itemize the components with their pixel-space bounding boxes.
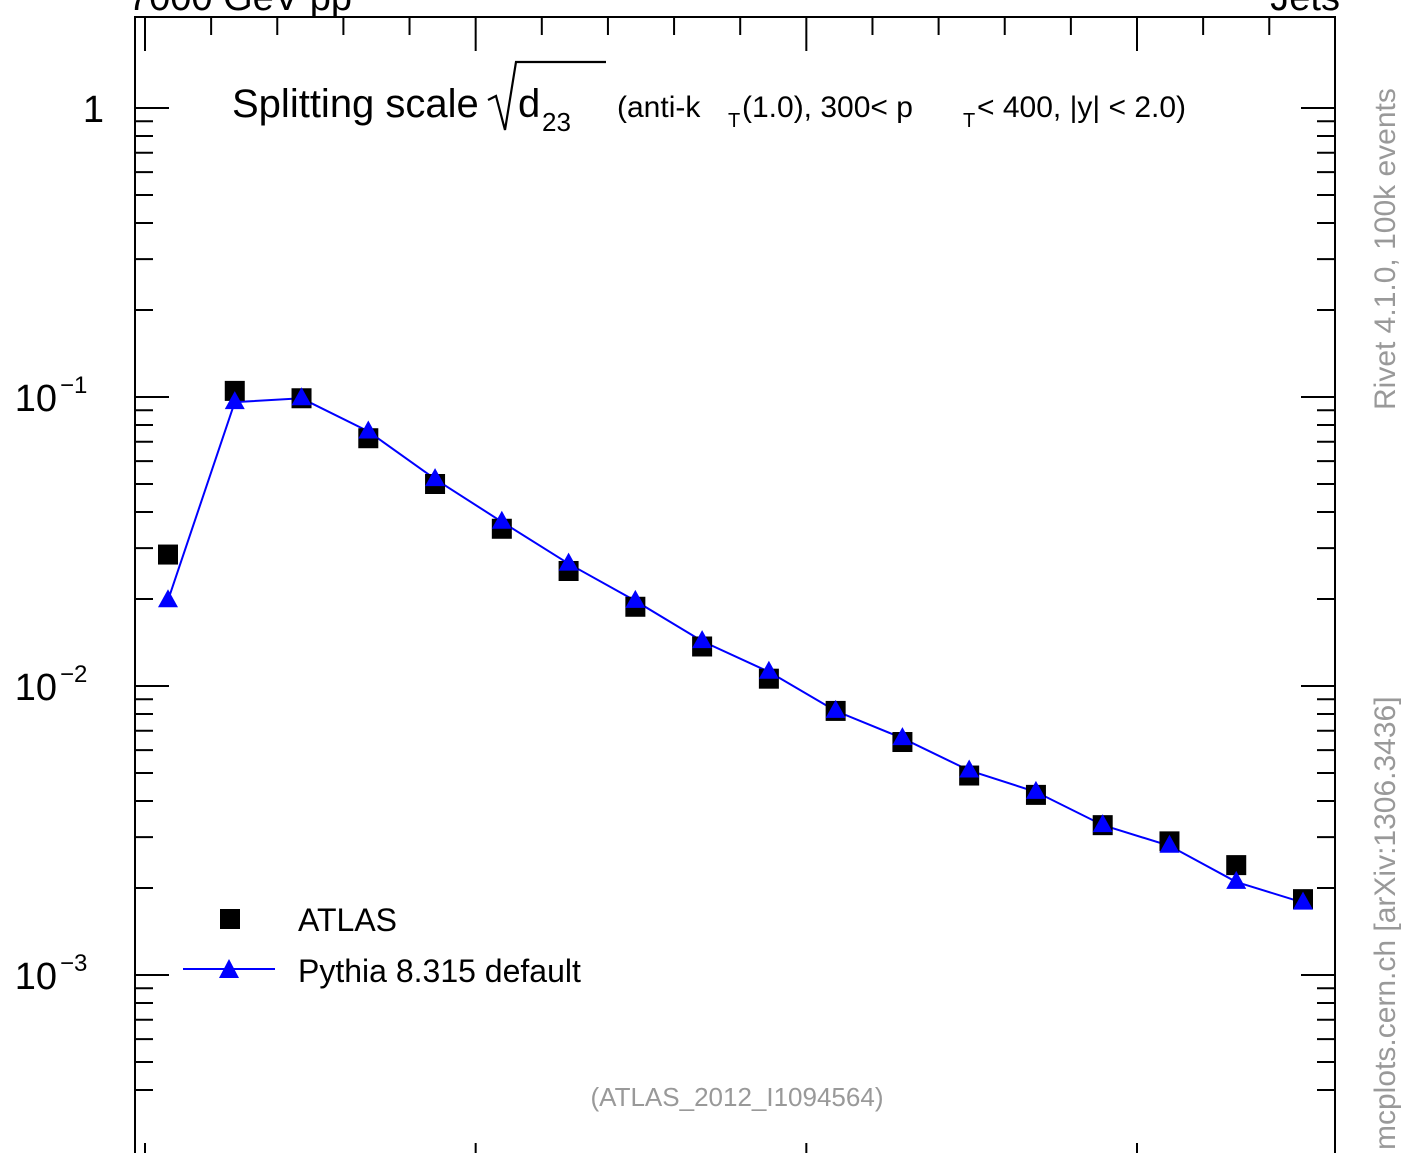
atlas-point (1226, 855, 1247, 876)
chart-title-p-sub: T (963, 110, 975, 132)
chart-title-var-sub: 23 (542, 107, 571, 137)
legend: ATLAS Pythia 8.315 default (183, 902, 581, 989)
pythia-point (959, 759, 980, 778)
plot-frame (134, 16, 1336, 1153)
pythia-point (892, 727, 913, 746)
side-label-top: Rivet 4.1.0, 100k events (1369, 88, 1402, 410)
header-right-text: Jets (1270, 0, 1340, 19)
chart-title-paren-open: (anti-k (617, 91, 701, 124)
chart-title-main: Splitting scale (232, 82, 479, 126)
legend-label-atlas: ATLAS (298, 902, 397, 938)
y-tick-label-base: 10 (15, 956, 57, 998)
pythia-point (1092, 814, 1113, 833)
atlas-point (224, 380, 245, 401)
y-tick-label-base: 10 (15, 378, 57, 420)
y-tick-label-base: 10 (15, 667, 57, 709)
y-tick-label-exp: −3 (60, 950, 87, 977)
pythia-point (491, 510, 512, 529)
y-tick-label-exp: −1 (60, 372, 87, 399)
y-axis-ticks (135, 107, 1335, 1092)
chart-title-tail: < 400, |y| < 2.0) (977, 91, 1186, 124)
x-axis-ticks (144, 17, 1271, 1153)
pythia-point (1293, 891, 1313, 910)
pythia-point (1226, 870, 1247, 889)
analysis-annotation: (ATLAS_2012_I1094564) (591, 1082, 884, 1112)
legend-marker-pythia (219, 959, 239, 978)
pythia-point (692, 630, 713, 649)
sqrt-radical (487, 60, 606, 131)
pythia-point (1159, 834, 1180, 853)
pythia-point (425, 468, 446, 487)
chart-title: Splitting scale d 23 (anti-k T (1.0), 30… (232, 60, 1186, 137)
y-tick-label: 1 (83, 89, 104, 131)
pythia-point (625, 589, 646, 608)
series-pythia-markers (158, 387, 1313, 910)
atlas-point (158, 544, 178, 565)
legend-label-pythia: Pythia 8.315 default (298, 953, 581, 989)
header-left-text: 7000 GeV pp (128, 0, 352, 19)
pythia-point (224, 391, 245, 410)
chart-title-mid: (1.0), 300< p (742, 91, 913, 124)
pythia-point (1025, 780, 1046, 799)
series-line-pythia (167, 397, 1304, 904)
side-label-bottom: mcplots.cern.ch [arXiv:1306.3436] (1369, 696, 1402, 1150)
series-atlas-markers (158, 380, 1313, 910)
chart-title-k-sub: T (728, 110, 740, 132)
chart-title-var: d (518, 82, 540, 126)
pythia-point (758, 660, 779, 679)
pythia-point (291, 387, 312, 406)
y-axis-tick-labels: 110−110−210−3 (15, 89, 104, 998)
y-tick-label-exp: −2 (60, 661, 87, 688)
pythia-point (358, 420, 379, 439)
pythia-point (558, 552, 579, 571)
pythia-point (825, 699, 846, 718)
pythia-point (158, 589, 178, 608)
legend-marker-atlas (220, 909, 240, 929)
